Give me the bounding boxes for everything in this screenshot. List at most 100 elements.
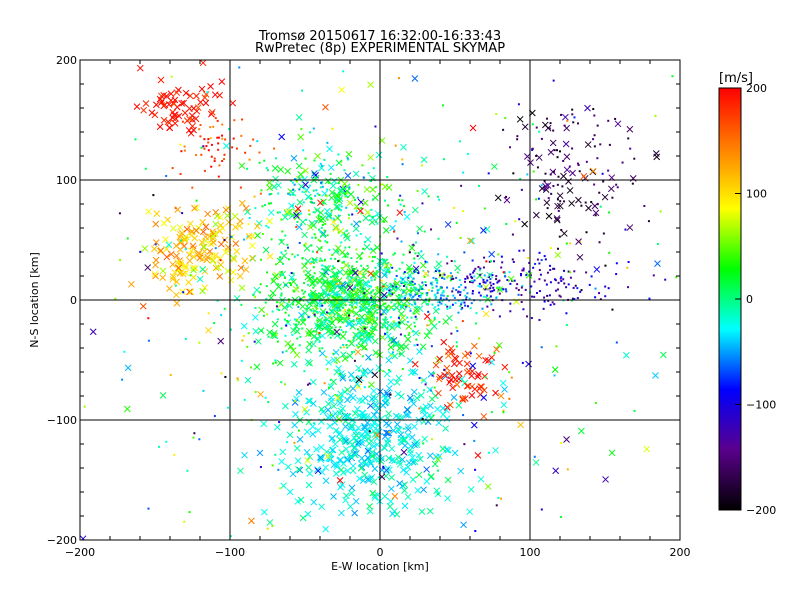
data-point-dot [385,274,388,277]
data-point-dot [355,234,358,237]
data-point-cross [476,272,483,280]
data-point-cross [182,264,190,272]
data-point-dot [419,285,422,288]
data-point-dot [596,124,599,127]
data-point-cross [320,287,328,295]
data-point-cross [369,214,377,222]
data-point-dot [393,230,396,233]
data-point-dot [483,281,486,284]
data-point-dot [367,311,370,314]
data-point-dot [408,251,411,254]
data-point-cross [286,302,293,309]
data-point-cross [338,86,346,94]
data-point-dot [389,393,392,396]
data-point-cross [364,236,372,243]
data-point-dot [468,280,471,283]
data-point-dot [198,438,201,441]
data-point-cross [338,449,346,456]
data-point-dot [342,70,345,73]
data-point-dot [456,271,459,274]
data-point-dot [351,351,354,354]
data-point-dot [464,277,467,280]
data-point-dot [558,294,561,297]
data-point-dot [351,306,354,309]
data-point-dot [217,175,220,178]
data-point-dot [328,289,331,292]
colorbar-tick-label: 100 [746,188,767,201]
data-point-dot [326,282,329,285]
data-point-cross [468,372,476,380]
data-point-cross [214,264,222,271]
data-point-dot [569,271,572,274]
data-point-dot [347,309,350,312]
data-point-dot [593,134,596,137]
data-point-cross [444,476,452,484]
data-point-cross [426,507,434,515]
data-point-cross [400,466,407,474]
data-point-dot [492,286,495,289]
data-point-cross [309,423,317,430]
data-point-cross [330,461,338,469]
data-point-cross [375,213,383,221]
data-point-dot [463,289,466,292]
data-point-dot [500,255,503,258]
data-point-dot [391,293,394,296]
data-point-dot [455,345,458,348]
data-point-dot [358,369,361,372]
data-point-cross [208,110,215,118]
data-point-cross [189,242,197,250]
data-point-cross [382,227,390,234]
data-point-dot [365,297,368,300]
data-point-dot [559,295,562,298]
data-point-dot [330,300,333,303]
data-point-dot [398,321,401,324]
data-point-dot [221,159,224,162]
data-point-dot [285,324,288,327]
data-point-dot [239,186,242,189]
data-point-dot [368,285,371,288]
data-point-dot [505,195,508,198]
data-point-dot [402,427,405,430]
data-point-dot [157,445,160,448]
data-point-dot [538,269,541,272]
data-point-dot [323,382,326,385]
data-point-cross [187,129,195,137]
data-point-cross [350,444,358,452]
data-point-dot [292,188,295,191]
data-point-cross [217,240,225,248]
data-point-dot [569,242,572,245]
data-point-dot [486,279,489,282]
data-point-cross [356,252,363,260]
data-point-dot [521,269,524,272]
data-point-cross [493,346,500,353]
data-point-dot [438,301,441,304]
data-point-cross [398,310,405,318]
data-point-dot [229,328,232,331]
data-point-dot [399,306,402,309]
data-point-dot [324,302,327,305]
data-point-dot [373,301,376,304]
data-point-cross [499,379,507,387]
data-point-dot [411,280,414,283]
data-point-cross [276,359,284,367]
data-point-cross [295,299,303,307]
data-point-dot [295,284,298,287]
data-point-cross [393,379,401,386]
data-point-dot [243,398,246,401]
data-point-dot [368,281,371,284]
data-point-cross [316,245,323,253]
data-point-dot [181,120,184,123]
data-point-dot [216,119,219,122]
data-point-cross [353,332,361,339]
data-point-dot [410,316,413,319]
data-point-cross [342,496,349,504]
data-point-dot [198,341,201,344]
data-point-dot [213,160,216,163]
data-point-cross [652,150,660,157]
data-point-dot [312,275,315,278]
data-point-cross [169,225,177,232]
data-point-cross [237,467,244,475]
data-point-dot [413,301,416,304]
data-point-dot [377,476,380,479]
data-point-dot [321,259,324,262]
